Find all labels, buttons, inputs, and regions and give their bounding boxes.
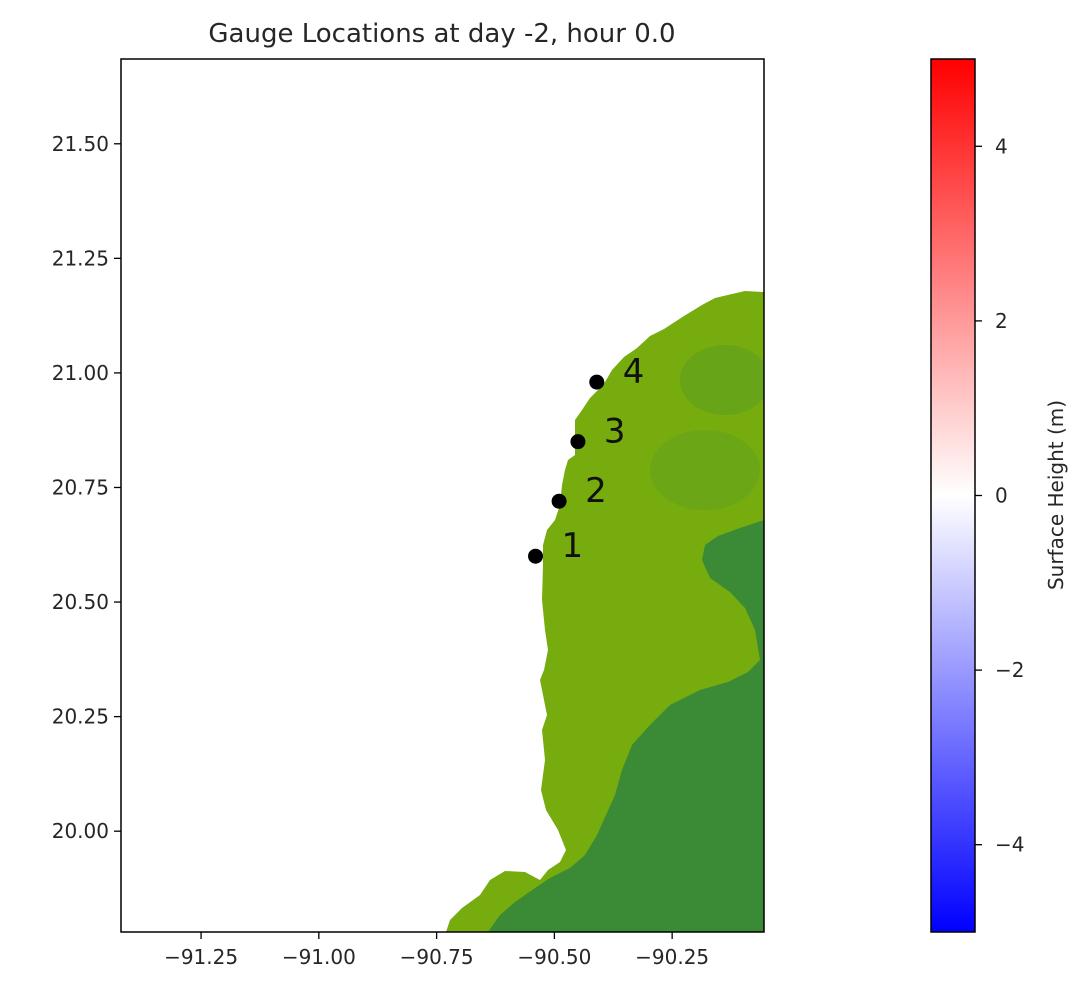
y-tick-label: 20.25 (52, 705, 109, 729)
colorbar-tick-label: 4 (995, 134, 1008, 158)
y-tick-label: 20.00 (52, 819, 109, 843)
colorbar-label: Surface Height (m) (1044, 400, 1068, 590)
gauge-label-2: 2 (585, 471, 607, 511)
colorbar-tick-label: 2 (995, 309, 1008, 333)
x-tick-label: −90.75 (400, 945, 474, 969)
map-axes: 12 3 4 −91.25 −91.00 −90.75 −90.50 −90.25 20.0… (52, 58, 765, 969)
y-tick-label: 21.25 (52, 246, 109, 270)
gauge-marker-4 (589, 374, 605, 390)
x-tick-label: −90.50 (517, 945, 591, 969)
gauge-label-1: 1 (562, 526, 584, 566)
colorbar: −4 −2 0 2 4 Surface Height (m) (930, 58, 1068, 933)
map-axes-frame (120, 58, 765, 933)
x-tick-label: −91.00 (282, 945, 356, 969)
x-tick-label: −90.25 (635, 945, 709, 969)
y-tick-label: 20.75 (52, 475, 109, 499)
inland-shade-upper (680, 345, 764, 415)
x-axis-ticks: −91.25 −91.00 −90.75 −90.50 −90.25 (164, 932, 709, 969)
colorbar-gradient (931, 59, 975, 932)
inland-shade-mid (650, 430, 760, 510)
gauge-marker-3 (570, 434, 586, 450)
y-tick-label: 21.50 (52, 132, 109, 156)
gauge-marker-2 (551, 493, 567, 509)
y-tick-label: 20.50 (52, 590, 109, 614)
chart-title: Gauge Locations at day -2, hour 0.0 (208, 19, 675, 49)
colorbar-tick-label: −4 (995, 833, 1024, 857)
y-axis-ticks: 20.00 20.25 20.50 20.75 21.00 21.25 21.50 (52, 132, 121, 843)
inland-shade-lower (510, 820, 764, 932)
colorbar-tick-label: −2 (995, 658, 1024, 682)
colorbar-tick-label: 0 (995, 484, 1008, 508)
colorbar-ticks: −4 −2 0 2 4 (975, 134, 1024, 857)
gauge-label-3: 3 (604, 412, 626, 452)
gauge-label-4: 4 (623, 352, 645, 392)
gauges-layer: 12 3 4 (528, 352, 644, 566)
x-tick-label: −91.25 (164, 945, 238, 969)
gauge-marker-1 (528, 548, 544, 564)
y-tick-label: 21.00 (52, 361, 109, 385)
